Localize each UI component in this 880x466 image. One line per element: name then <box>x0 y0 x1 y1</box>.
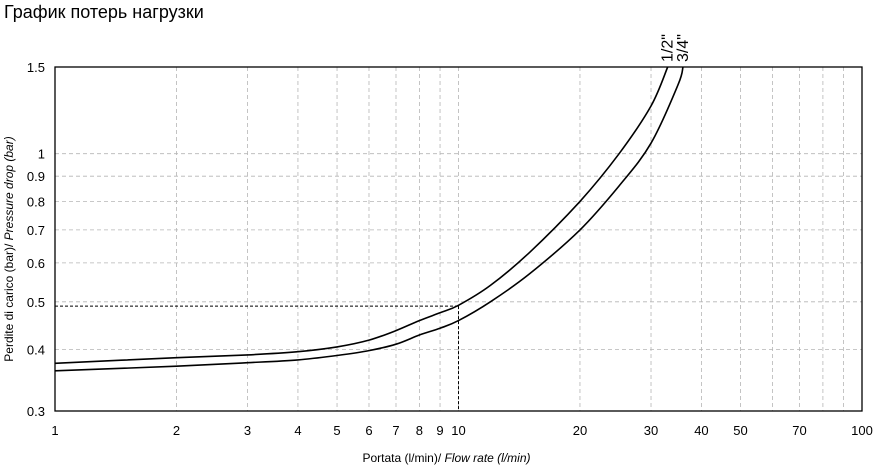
x-tick-label: 5 <box>333 423 340 438</box>
y-tick-label: 0.3 <box>27 404 45 419</box>
x-axis-label-main: Portata (l/min)/ <box>362 451 444 465</box>
y-tick-label: 0.8 <box>27 194 45 209</box>
x-tick-labels: 1 2 3 4 5 6 7 8 9 10 20 30 40 50 70 100 <box>51 423 872 438</box>
plot-frame <box>54 66 863 412</box>
x-tick-label: 7 <box>392 423 399 438</box>
x-axis-label-italic: Flow rate (l/min) <box>445 451 531 465</box>
page-title: График потерь нагрузки <box>4 2 204 22</box>
series-line-0 <box>54 66 669 365</box>
x-tick-label: 50 <box>733 423 747 438</box>
y-tick-label: 1.5 <box>27 60 45 75</box>
series-labels: 1/2"3/4" <box>660 34 692 62</box>
series-label-0: 1/2" <box>660 34 677 62</box>
y-tick-label: 0.9 <box>27 169 45 184</box>
y-axis-label-italic: Pressure drop (bar) <box>2 136 16 240</box>
x-tick-label: 40 <box>694 423 708 438</box>
y-tick-label: 1 <box>38 147 45 162</box>
y-tick-label: 0.6 <box>27 256 45 271</box>
x-tick-label: 10 <box>451 423 465 438</box>
y-axis-label-main: Perdite di carico (bar)/ <box>2 240 16 361</box>
y-tick-label: 0.4 <box>27 343 45 358</box>
x-tick-label: 8 <box>416 423 423 438</box>
x-tick-label: 2 <box>173 423 180 438</box>
x-tick-label: 4 <box>294 423 301 438</box>
x-tick-label: 1 <box>51 423 58 438</box>
series-label-1: 3/4" <box>675 34 692 62</box>
x-tick-label: 70 <box>792 423 806 438</box>
x-tick-label: 20 <box>573 423 587 438</box>
x-axis-label: Portata (l/min)/ Flow rate (l/min) <box>362 451 530 465</box>
series-curves <box>54 66 684 372</box>
x-tick-label: 30 <box>644 423 658 438</box>
x-tick-label: 3 <box>244 423 251 438</box>
x-tick-label: 9 <box>436 423 443 438</box>
reference-lines <box>55 305 459 411</box>
grid-lines <box>55 67 862 411</box>
x-tick-label: 6 <box>365 423 372 438</box>
x-tick-label: 100 <box>851 423 873 438</box>
series-line-1 <box>54 66 684 372</box>
y-axis-label: Perdite di carico (bar)/ Pressure drop (… <box>2 136 16 361</box>
y-tick-labels: 0.3 0.4 0.5 0.6 0.7 0.8 0.9 1 1.5 <box>27 60 45 419</box>
y-tick-label: 0.7 <box>27 223 45 238</box>
y-tick-label: 0.5 <box>27 295 45 310</box>
